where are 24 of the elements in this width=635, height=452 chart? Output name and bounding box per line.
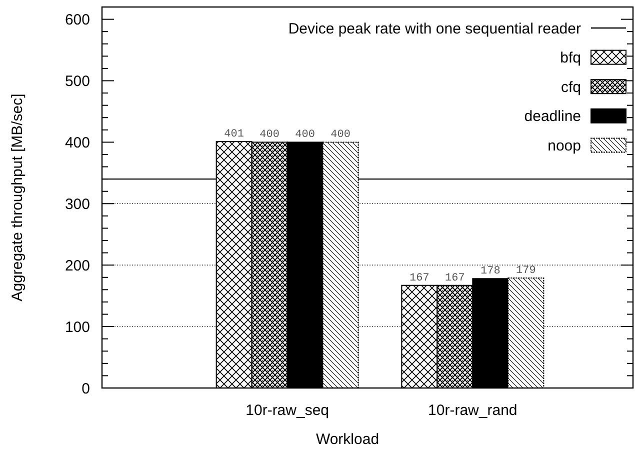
legend-label: bfq [560,50,581,67]
y-tick-label: 300 [64,196,90,213]
legend-label: cfq [560,78,581,96]
legend-label: Device peak rate with one sequential reader [288,20,581,38]
x-tick-label: 10r-raw_seq [246,402,330,419]
data-label: 401 [224,128,244,141]
y-tick-label: 100 [64,318,90,336]
y-tick-label: 400 [64,134,90,152]
data-label: 400 [330,129,350,142]
y-tick-label: 600 [64,12,90,29]
x-tick-label: 10r-raw_rand [428,402,518,419]
y-tick-label: 0 [82,380,90,398]
y-tick-label: 200 [64,257,90,274]
y-tick-label: 500 [64,72,90,90]
data-label: 167 [410,272,430,284]
data-label: 400 [260,129,280,142]
data-label: 400 [295,129,315,142]
y-axis-title: Aggregate throughput [MB/sec] [9,94,26,302]
legend-label: noop [548,137,581,154]
data-label: 178 [480,266,500,278]
data-label: 179 [516,265,536,277]
data-label: 167 [445,272,465,284]
x-axis-title: Workload [316,431,380,448]
legend-label: deadline [524,108,581,126]
